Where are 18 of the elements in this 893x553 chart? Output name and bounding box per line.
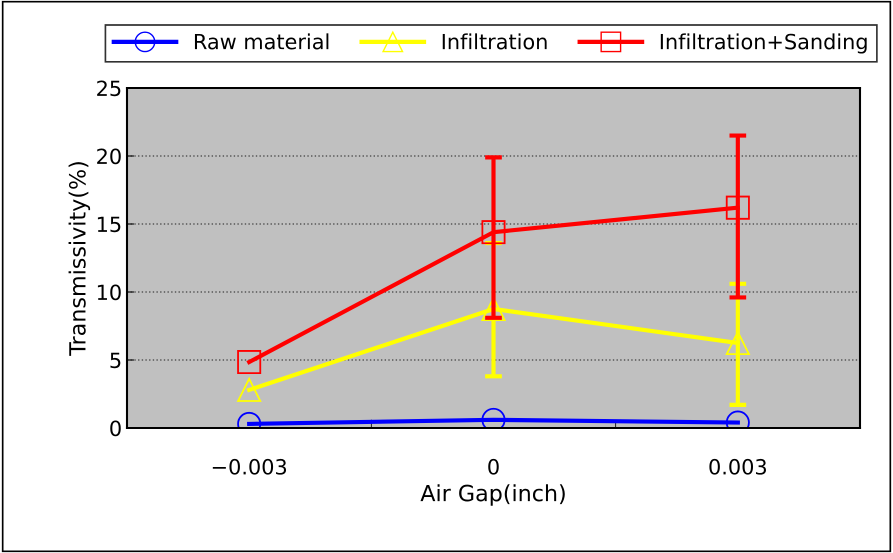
x-axis-title: Air Gap(inch) (420, 484, 565, 506)
x-tick-label: −0.003 (212, 458, 286, 475)
y-tick-label: 25 (97, 80, 120, 96)
point (726, 196, 750, 220)
y-tick-label: 5 (110, 352, 120, 368)
y-tick-label: 0 (110, 420, 121, 436)
point (237, 378, 262, 402)
x-tick-label: 0.003 (709, 458, 766, 475)
legend-label: Infiltration (442, 33, 547, 50)
legend-label: Infiltration+Sanding (660, 33, 867, 54)
x-tick-label: 0 (488, 458, 499, 475)
legend-label: Raw material (194, 33, 328, 50)
y-tick-label: 15 (98, 216, 120, 232)
y-tick-label: 10 (98, 284, 121, 300)
y-axis-title: Transmissivity(%) (68, 162, 90, 356)
y-tick-label: 20 (97, 148, 121, 164)
point (481, 220, 506, 244)
point (237, 350, 262, 374)
